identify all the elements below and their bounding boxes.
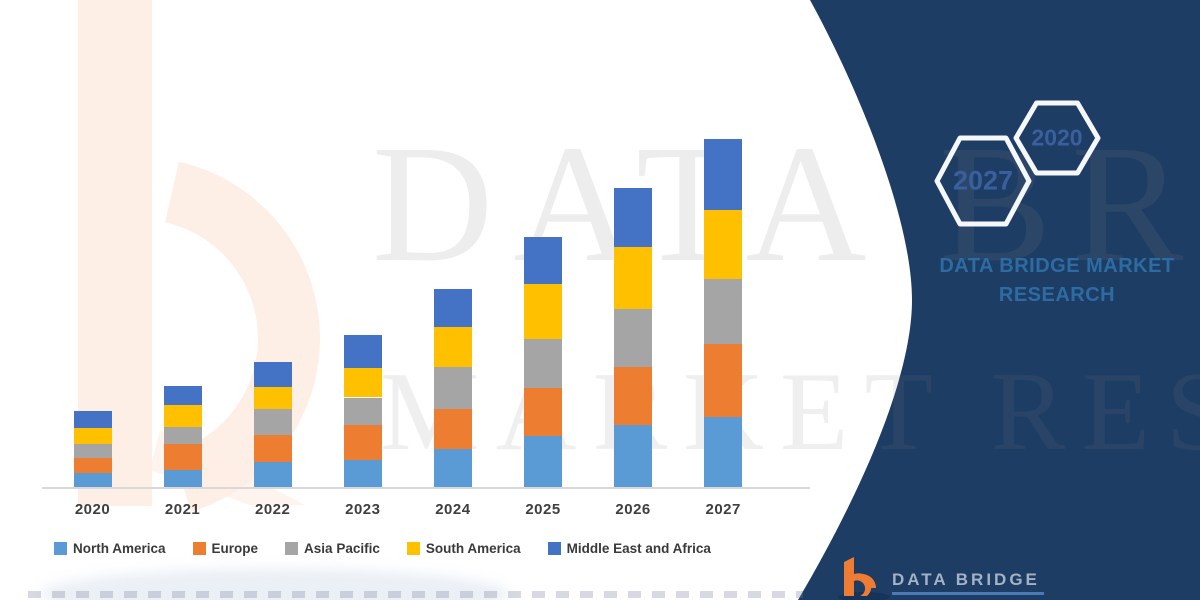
footer-brand-underline — [892, 592, 1044, 595]
bar-segment — [163, 443, 202, 470]
bar-segment — [163, 404, 202, 427]
bar-segment — [73, 428, 112, 445]
brand-text-line1: DATA BRIDGE MARKET — [939, 255, 1175, 277]
legend-swatch — [406, 542, 420, 555]
bar-segment — [614, 308, 653, 367]
bar-segment — [704, 139, 743, 210]
x-axis-baseline — [42, 487, 810, 489]
footer-brand-text: DATA BRIDGE — [892, 570, 1040, 589]
legend-label: North America — [73, 541, 166, 556]
bar-segment — [343, 334, 382, 368]
bar-segment — [73, 444, 112, 459]
watermark-bottom-text-cutoff — [28, 591, 803, 598]
x-axis-label: 2027 — [705, 501, 741, 518]
hexagon-year-2020: 2020 — [1031, 124, 1083, 151]
legend-label: Europe — [211, 541, 259, 556]
brand-text: DATA BRIDGE MARKET RESEARCH — [932, 252, 1182, 310]
bar-segment — [433, 326, 472, 367]
bar-segment — [524, 236, 562, 284]
bar-segment — [253, 434, 292, 462]
bar-segment — [163, 385, 202, 405]
bar-segment — [524, 435, 562, 487]
legend-swatch — [285, 542, 299, 555]
legend-swatch — [192, 542, 206, 555]
bar-segment — [524, 338, 562, 388]
x-axis-label: 2024 — [435, 501, 471, 518]
legend-item: South America — [406, 541, 521, 556]
bar-segment — [524, 283, 562, 339]
x-axis-label: 2020 — [74, 501, 111, 518]
bar-segment — [73, 473, 112, 487]
bar-segment — [614, 187, 653, 247]
bar-segment — [73, 458, 112, 474]
bar-segment — [253, 408, 292, 435]
chart-legend: North America Europe Asia Pacific South Ame… — [54, 541, 711, 556]
bar-segment — [433, 449, 472, 487]
bar-segment — [433, 289, 472, 327]
bar-segment — [614, 425, 653, 487]
footer-logo: DATA BRIDGE — [836, 554, 1044, 600]
bar-segment — [343, 367, 382, 398]
bar-segment — [343, 459, 382, 487]
legend-swatch — [547, 542, 561, 555]
x-axis-label: 2022 — [255, 501, 291, 518]
bar-segment — [433, 409, 472, 449]
bar-segment — [253, 461, 292, 487]
legend-item: Middle East and Africa — [547, 541, 711, 556]
legend-label: South America — [425, 541, 521, 556]
legend-item: Asia Pacific — [285, 541, 380, 556]
bar-segment — [704, 278, 743, 344]
bar-segment — [524, 387, 562, 436]
x-axis-label: 2023 — [345, 501, 381, 518]
legend-swatch — [54, 542, 67, 555]
bar-segment — [253, 361, 292, 387]
bar-segment — [163, 426, 202, 444]
bar-segment — [704, 344, 743, 418]
bar-segment — [614, 366, 653, 425]
bar-segment — [704, 417, 743, 487]
bar-segment — [163, 469, 202, 487]
brand-text-line2: RESEARCH — [998, 284, 1116, 306]
legend-label: Asia Pacific — [304, 541, 380, 556]
legend-label: Middle East and Africa — [566, 541, 711, 556]
bar-segment — [343, 424, 382, 460]
bar-segment — [343, 397, 382, 425]
x-axis-label: 2021 — [164, 501, 201, 518]
hexagon-year-2027: 2027 — [952, 165, 1014, 196]
bar-segment — [614, 246, 653, 309]
legend-item: Europe — [192, 541, 259, 556]
x-axis-label: 2026 — [615, 501, 651, 518]
legend-item: North America — [54, 541, 166, 556]
footer-logo-b-icon — [838, 557, 890, 600]
bar-segment — [253, 386, 292, 409]
bar-segment — [704, 210, 743, 279]
bar-segment — [73, 411, 112, 429]
bar-segment — [433, 366, 472, 409]
x-axis-label: 2025 — [525, 501, 561, 518]
